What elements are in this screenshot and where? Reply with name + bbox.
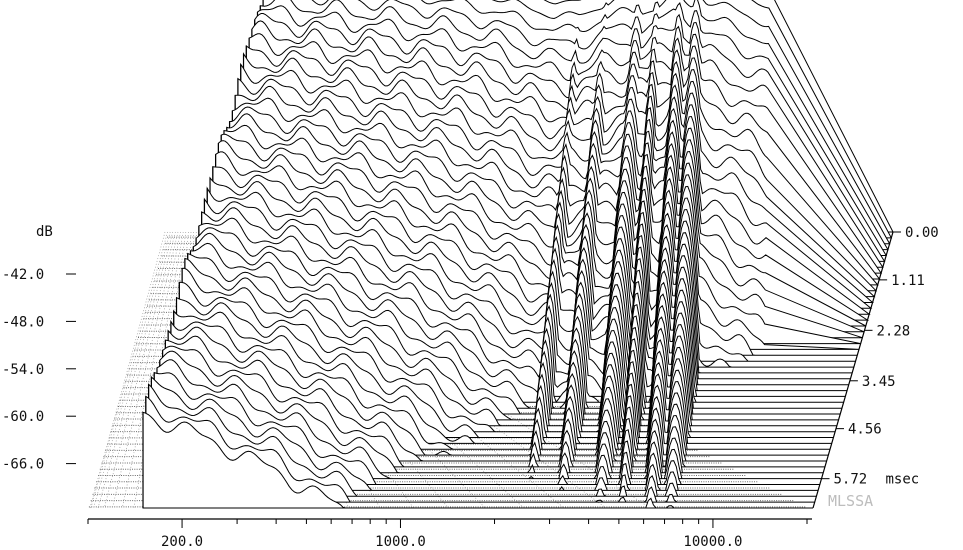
time-axis-tick-label: 4.56 — [848, 422, 882, 438]
decay-slices — [142, 0, 894, 509]
floor-line — [121, 231, 181, 509]
time-axis-unit: msec — [886, 472, 920, 488]
frequency-axis: 200.0 1000.0 10000.0 — [87, 518, 812, 550]
decay-slice — [153, 371, 820, 485]
decay-slice — [142, 411, 813, 509]
db-axis-tick-label: -54.0 — [2, 362, 44, 378]
floor-line — [112, 231, 179, 509]
time-axis-line — [812, 231, 894, 509]
frequency-axis-tick-label: 200.0 — [161, 534, 203, 550]
time-axis-tick-label: 1.11 — [891, 273, 925, 289]
db-axis-tick-label: -42.0 — [2, 267, 44, 283]
decay-slice — [156, 359, 822, 480]
db-axis-tick-label: -60.0 — [2, 409, 44, 425]
time-axis-tick-label: 3.45 — [862, 374, 896, 390]
db-axis: dB -42.0 -48.0 -54.0 -60.0 -66.0 — [2, 224, 76, 473]
frequency-axis-tick-label: 10000.0 — [683, 534, 742, 550]
db-axis-label: dB — [36, 224, 53, 240]
time-axis-tick-label: 5.72 — [834, 472, 868, 488]
db-axis-tick-label: -48.0 — [2, 314, 44, 330]
frequency-axis-tick-label: 1000.0 — [375, 534, 426, 550]
time-axis-tick-label: 2.28 — [877, 323, 911, 339]
time-axis: msec 0.00 1.11 2.28 3.45 4.56 5.72 — [812, 225, 939, 509]
brand-watermark: MLSSA — [828, 492, 873, 510]
time-axis-tick-label: 0.00 — [905, 225, 939, 241]
floor-line — [103, 231, 176, 509]
db-axis-tick-label: -66.0 — [2, 457, 44, 473]
